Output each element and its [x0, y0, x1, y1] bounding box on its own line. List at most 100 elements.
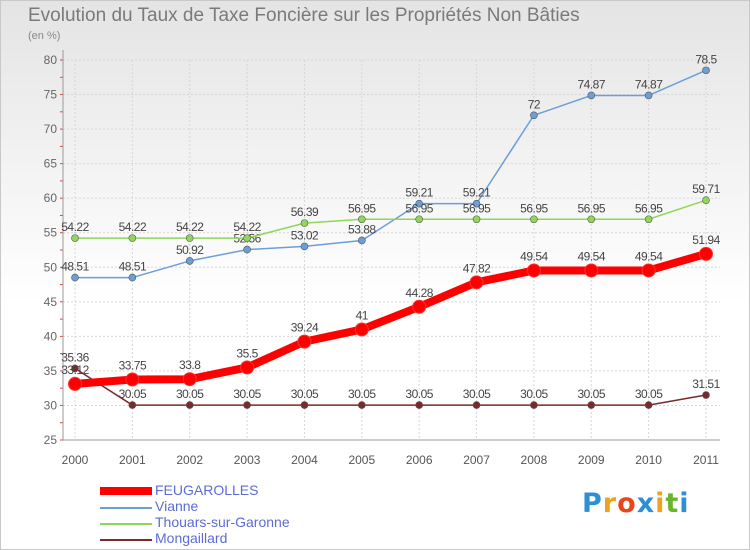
data-point-mongaillard [300, 401, 309, 409]
y-tick-label: 40 [44, 329, 58, 343]
data-point-thouars-sur-garonne [644, 215, 653, 224]
data-label-mongaillard: 31.51 [692, 377, 720, 391]
series-line-thouars-sur-garonne [74, 199, 707, 239]
data-point-thouars-sur-garonne [415, 215, 423, 224]
data-point-mongaillard [530, 401, 538, 409]
data-point-feugarolles [641, 263, 656, 278]
data-label-feugarolles: 49.54 [578, 249, 606, 263]
data-label-thouars-sur-garonne: 59.71 [692, 182, 720, 196]
data-label-thouars-sur-garonne: 54.22 [119, 220, 147, 234]
logo-letter: r [602, 488, 618, 519]
data-point-thouars-sur-garonne [702, 196, 710, 204]
data-label-thouars-sur-garonne: 56.95 [405, 201, 433, 215]
x-tick-label: 2009 [578, 453, 605, 467]
data-label-vianne: 59.21 [405, 186, 433, 200]
legend-label-mongaillard: Mongaillard [155, 530, 228, 546]
data-point-feugarolles [469, 275, 484, 290]
y-tick-label: 30 [44, 398, 58, 412]
data-label-feugarolles: 33.12 [61, 363, 89, 377]
data-point-vianne [415, 199, 423, 208]
data-point-thouars-sur-garonne [530, 215, 538, 224]
data-point-mongaillard [185, 401, 194, 409]
data-point-mongaillard [587, 401, 596, 409]
series-line-feugarolles [71, 249, 710, 388]
legend-swatch-feugarolles [100, 487, 152, 495]
data-point-mongaillard [358, 401, 366, 409]
x-tick-label: 2005 [348, 453, 375, 467]
data-label-mongaillard: 35.36 [61, 350, 89, 364]
data-point-vianne [358, 236, 366, 245]
data-point-feugarolles [526, 263, 541, 278]
y-tick-label: 50 [44, 260, 58, 274]
proxiti-logo: Proxiti [582, 488, 690, 519]
y-tick-label: 25 [44, 433, 58, 447]
data-point-thouars-sur-garonne [185, 234, 194, 242]
data-point-mongaillard [644, 401, 653, 409]
data-label-mongaillard: 30.05 [405, 387, 433, 401]
data-point-thouars-sur-garonne [71, 234, 79, 242]
data-label-vianne: 59.21 [463, 186, 491, 200]
logo-letter: i [679, 488, 690, 519]
x-tick-label: 2011 [693, 453, 719, 467]
logo-letter: i [655, 488, 666, 519]
data-point-vianne [128, 273, 137, 282]
data-point-mongaillard [243, 401, 251, 409]
data-point-vianne [300, 242, 309, 251]
data-label-feugarolles: 49.54 [520, 249, 548, 263]
data-label-thouars-sur-garonne: 56.95 [578, 201, 606, 215]
data-label-mongaillard: 30.05 [635, 387, 663, 401]
data-label-thouars-sur-garonne: 54.22 [233, 220, 261, 234]
data-point-vianne [71, 273, 79, 282]
data-label-feugarolles: 47.82 [463, 261, 491, 275]
data-label-mongaillard: 30.05 [291, 387, 319, 401]
y-tick-label: 55 [44, 226, 58, 240]
y-tick-label: 60 [44, 191, 58, 205]
data-point-vianne [472, 199, 481, 208]
x-tick-label: 2008 [521, 453, 548, 467]
data-point-vianne [702, 66, 710, 75]
data-label-vianne: 48.51 [61, 260, 89, 274]
y-tick-label: 35 [44, 364, 58, 378]
data-label-mongaillard: 30.05 [520, 387, 548, 401]
data-label-vianne: 74.87 [635, 77, 663, 91]
logo-letter: x [636, 488, 656, 519]
x-tick-label: 2003 [234, 453, 261, 467]
data-label-thouars-sur-garonne: 56.39 [291, 205, 319, 219]
data-point-vianne [587, 91, 596, 100]
data-point-feugarolles [297, 334, 312, 349]
data-label-mongaillard: 30.05 [348, 387, 376, 401]
data-label-vianne: 48.51 [119, 260, 147, 274]
legend-swatch-thouars [100, 523, 152, 525]
y-axis-unit-label: (en %) [28, 30, 61, 42]
data-label-feugarolles: 51.94 [692, 233, 720, 247]
data-point-thouars-sur-garonne [243, 234, 251, 242]
data-point-vianne [185, 257, 194, 265]
data-point-feugarolles [68, 376, 82, 391]
y-tick-label: 70 [44, 122, 58, 136]
data-point-feugarolles [584, 263, 599, 278]
data-label-feugarolles: 49.54 [635, 249, 663, 263]
data-point-feugarolles [699, 246, 713, 261]
legend-swatch-vianne [100, 507, 152, 509]
y-tick-label: 65 [44, 157, 58, 171]
data-label-vianne: 53.88 [348, 222, 376, 236]
data-point-feugarolles [240, 360, 255, 375]
y-tick-label: 45 [44, 295, 58, 309]
series-line-mongaillard [74, 367, 707, 406]
data-label-feugarolles: 44.28 [405, 286, 433, 300]
data-point-feugarolles [354, 322, 369, 337]
data-point-feugarolles [182, 372, 197, 387]
data-label-vianne: 53.02 [291, 228, 319, 242]
data-label-feugarolles: 39.24 [291, 321, 319, 335]
x-tick-label: 2004 [291, 453, 318, 467]
data-label-thouars-sur-garonne: 56.95 [520, 201, 548, 215]
x-tick-label: 2007 [463, 453, 490, 467]
data-label-thouars-sur-garonne: 54.22 [61, 220, 89, 234]
data-label-vianne: 74.87 [578, 77, 606, 91]
x-tick-label: 2001 [119, 453, 146, 467]
data-label-thouars-sur-garonne: 56.95 [348, 201, 376, 215]
x-tick-label: 2002 [176, 453, 203, 467]
data-label-vianne: 72 [528, 97, 541, 111]
data-label-mongaillard: 30.05 [463, 387, 491, 401]
data-point-vianne [243, 245, 251, 254]
